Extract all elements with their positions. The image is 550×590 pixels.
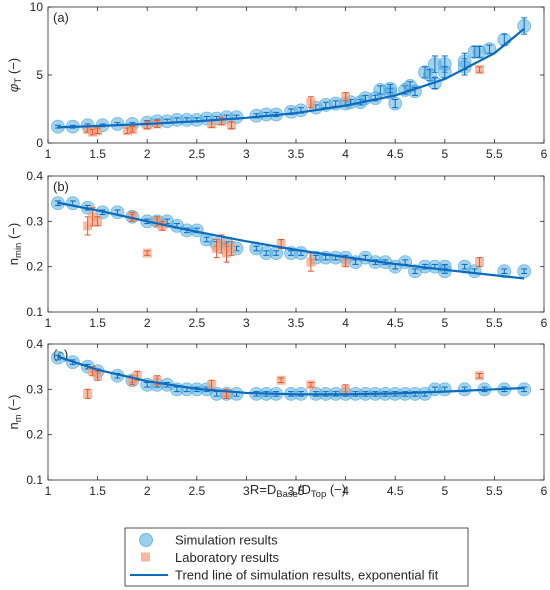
- x-tick-label: 6: [541, 484, 548, 498]
- trend-line: [57, 355, 525, 396]
- x-axis-label: R=DBase/DTop (−): [250, 482, 346, 500]
- y-tick-label: 0.2: [26, 428, 43, 442]
- y-axis-label: φT (−): [6, 58, 24, 92]
- x-axis-label-sub2: Top: [311, 489, 326, 500]
- chart-panels: 1 1.5 2 2.5 3 3.5 4 4.5 5 5.5 6 0 5 10 (a) φT (−) 1 1.5 2 2…: [6, 0, 548, 498]
- y-axis-label-symbol: φ: [6, 83, 21, 92]
- x-tick-label: 1: [45, 147, 52, 161]
- legend-laboratory-marker: [141, 552, 150, 562]
- y-tick-label: 0.3: [26, 382, 43, 396]
- panel-label: (a): [53, 10, 69, 25]
- legend-trend-label: Trend line of simulation results, expone…: [175, 568, 439, 583]
- x-tick-label: 1: [45, 484, 52, 498]
- x-tick-label: 2: [144, 316, 151, 330]
- x-tick-label: 5: [441, 147, 448, 161]
- x-tick-label: 3.5: [288, 147, 305, 161]
- x-tick-label: 4.5: [387, 484, 404, 498]
- x-tick-label: 6: [541, 147, 548, 161]
- y-tick-label: 0: [36, 136, 43, 150]
- trend-line: [57, 201, 525, 280]
- x-axis-label-base: R=D: [250, 482, 276, 497]
- laboratory-series: [83, 207, 485, 272]
- x-axis-label-tail: (−): [326, 482, 346, 497]
- x-tick-label: 1.5: [89, 316, 106, 330]
- y-tick-label: 0.3: [26, 214, 43, 228]
- x-tick-label: 1: [45, 316, 52, 330]
- y-tick-label: 10: [30, 0, 44, 14]
- x-tick-label: 3: [243, 316, 250, 330]
- panel-label: (b): [53, 179, 69, 194]
- x-tick-label: 4: [342, 484, 349, 498]
- trend-line: [57, 27, 525, 129]
- panel-3: 11.522.533.544.555.560.10.20.30.4(c)nm (…: [6, 337, 548, 498]
- y-axis-label-unit: (−): [6, 223, 21, 243]
- y-tick-label: 0.4: [26, 337, 43, 351]
- x-tick-label: 2: [144, 147, 151, 161]
- y-axis-label-unit: (−): [6, 58, 21, 78]
- y-tick-label: 0.4: [26, 169, 43, 183]
- y-tick-label: 0.2: [26, 260, 43, 274]
- x-tick-label: 4.5: [387, 147, 404, 161]
- legend: Simulation results Laboratory results Tr…: [124, 527, 469, 587]
- y-tick-label: 5: [36, 68, 43, 82]
- x-tick-label: 5: [441, 316, 448, 330]
- plot-area: [47, 175, 545, 313]
- legend-simulation-marker: [139, 533, 153, 547]
- x-tick-label: 4.5: [387, 316, 404, 330]
- x-tick-label: 2.5: [188, 316, 205, 330]
- plot-area: [47, 343, 545, 481]
- x-tick-label: 2.5: [188, 484, 205, 498]
- y-axis-label-subscript: m: [13, 414, 24, 422]
- legend-simulation-label: Simulation results: [175, 533, 278, 548]
- x-axis-label-sub1: Base: [276, 489, 298, 500]
- y-tick-label: 0.1: [26, 473, 43, 487]
- y-tick-label: 0.1: [26, 305, 43, 319]
- y-axis-label: nm (−): [6, 394, 24, 429]
- x-tick-label: 4: [342, 147, 349, 161]
- y-axis-label-unit: (−): [6, 394, 21, 414]
- panel-2: 1 1.5 2 2.5 3 3.5 4 4.5 5 5.5 6 0.1 0.2 0.3 0.4 (b) nmin…: [6, 169, 548, 330]
- legend-box: [124, 527, 469, 587]
- x-tick-label: 4: [342, 316, 349, 330]
- legend-laboratory-label: Laboratory results: [175, 550, 280, 565]
- panel-1: 1 1.5 2 2.5 3 3.5 4 4.5 5 5.5 6 0 5 10 (a) φT (−): [6, 0, 548, 161]
- y-axis-label: nmin (−): [6, 223, 24, 265]
- x-tick-label: 2.5: [188, 147, 205, 161]
- x-tick-label: 3: [243, 147, 250, 161]
- x-tick-label: 5: [441, 484, 448, 498]
- x-tick-label: 6: [541, 316, 548, 330]
- y-axis-label-symbol: n: [6, 422, 21, 429]
- y-axis-label-symbol: n: [6, 258, 21, 265]
- x-tick-label: 5.5: [486, 147, 503, 161]
- x-tick-label: 3.5: [288, 484, 305, 498]
- laboratory-series: [83, 65, 485, 137]
- x-tick-label: 2: [144, 484, 151, 498]
- x-tick-label: 5.5: [486, 484, 503, 498]
- x-tick-label: 5.5: [486, 316, 503, 330]
- x-tick-label: 1.5: [89, 484, 106, 498]
- x-tick-label: 1.5: [89, 147, 106, 161]
- x-axis-label-mid: /D: [298, 482, 311, 497]
- y-axis-label-subscript: T: [13, 78, 24, 84]
- y-axis-label-subscript: min: [13, 243, 24, 258]
- x-tick-label: 3: [243, 484, 250, 498]
- x-tick-label: 3.5: [288, 316, 305, 330]
